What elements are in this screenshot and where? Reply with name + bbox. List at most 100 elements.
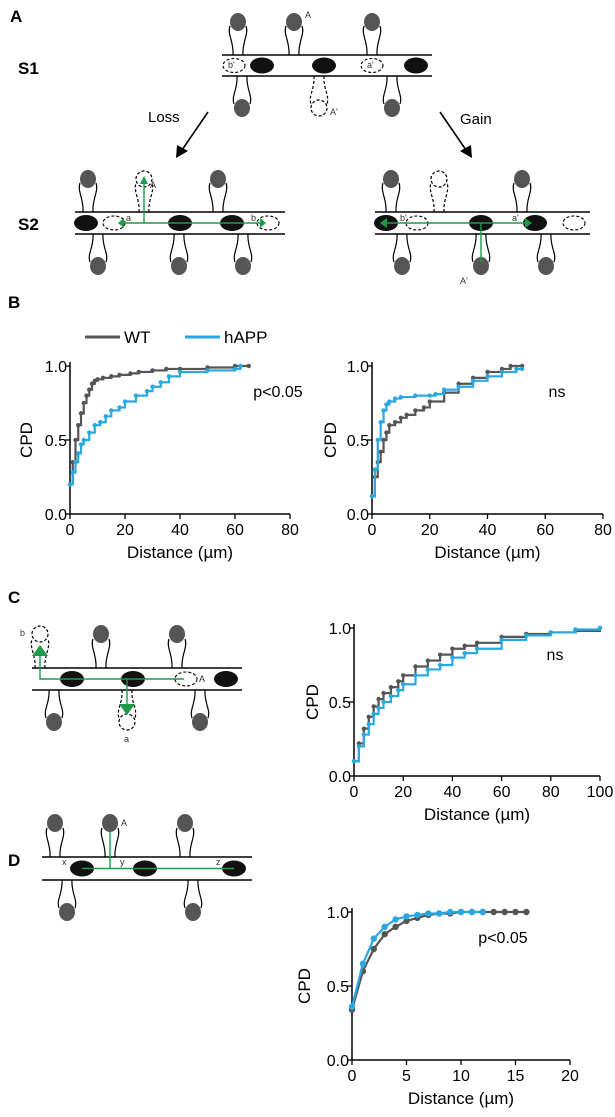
data-point bbox=[98, 420, 103, 425]
c-label-b: b bbox=[20, 628, 25, 638]
data-point bbox=[468, 908, 476, 916]
data-point bbox=[369, 494, 375, 499]
data-point bbox=[144, 388, 150, 394]
data-point bbox=[499, 369, 505, 375]
data-point bbox=[401, 673, 406, 678]
data-point bbox=[485, 374, 490, 379]
spine-top-3 bbox=[362, 13, 382, 56]
data-point bbox=[109, 374, 114, 379]
data-point bbox=[401, 682, 406, 687]
x-axis-title: Distance (µm) bbox=[408, 1089, 514, 1108]
data-point bbox=[413, 393, 418, 398]
data-point bbox=[450, 655, 455, 660]
data-point bbox=[524, 633, 529, 638]
spine-bottom-3 bbox=[382, 75, 402, 117]
data-point bbox=[371, 704, 376, 709]
data-point bbox=[372, 467, 378, 472]
data-point bbox=[462, 650, 467, 656]
data-point bbox=[89, 381, 95, 386]
data-point bbox=[84, 393, 89, 398]
y-tick-label: 0.0 bbox=[45, 507, 67, 524]
s1-dendrite-diagram: S1 A A' bbox=[18, 10, 432, 117]
x-tick-label: 80 bbox=[594, 522, 612, 539]
label-A-s2: A bbox=[150, 180, 156, 190]
x-tick-label: 20 bbox=[561, 1068, 579, 1085]
data-point bbox=[117, 372, 122, 378]
data-point bbox=[392, 420, 398, 425]
series-happ bbox=[369, 366, 525, 499]
data-point bbox=[205, 368, 210, 373]
series-wt bbox=[67, 363, 251, 487]
y-axis-title: CPD bbox=[295, 968, 314, 1004]
x-tick-label: 40 bbox=[171, 522, 189, 539]
x-tick-label: 0 bbox=[368, 522, 377, 539]
series-wt bbox=[348, 908, 530, 1013]
d-label-A: A bbox=[121, 818, 127, 828]
s2-label: S2 bbox=[18, 215, 39, 234]
x-axis-title: Distance (µm) bbox=[127, 543, 233, 562]
data-point bbox=[87, 430, 92, 435]
data-point bbox=[425, 910, 432, 917]
data-point bbox=[427, 393, 432, 398]
data-point bbox=[103, 414, 108, 419]
data-point bbox=[361, 726, 367, 731]
data-point bbox=[150, 384, 155, 389]
data-point bbox=[78, 411, 84, 416]
x-tick-label: 10 bbox=[452, 1068, 470, 1085]
label-A-prime-s2: A' bbox=[460, 276, 468, 286]
data-point bbox=[109, 408, 114, 413]
data-point bbox=[404, 412, 409, 418]
data-point bbox=[378, 449, 383, 455]
data-point bbox=[128, 371, 133, 376]
y-axis-title: CPD bbox=[303, 684, 322, 720]
x-tick-label: 20 bbox=[116, 522, 134, 539]
data-point bbox=[548, 630, 553, 635]
chart-b-right: 0 20 40 60 80 0.0 0.5 1.0 Distance (µm) CPD ns bbox=[321, 359, 612, 562]
data-point bbox=[381, 408, 386, 413]
data-point bbox=[381, 690, 386, 696]
x-tick-label: 100 bbox=[587, 784, 614, 801]
chart-c: 0 20 40 60 80 100 0.0 0.5 1.0 Distance (µm) CPD ns bbox=[303, 621, 613, 824]
data-point bbox=[388, 685, 394, 690]
data-point bbox=[164, 366, 169, 372]
data-point bbox=[523, 908, 530, 916]
stat-annotation: p<0.05 bbox=[478, 930, 527, 947]
data-point bbox=[366, 722, 371, 727]
y-tick-label: 0.5 bbox=[327, 979, 349, 996]
x-tick-label: 0 bbox=[348, 1068, 357, 1085]
data-point bbox=[166, 374, 172, 379]
x-tick-label: 20 bbox=[421, 522, 439, 539]
data-point bbox=[381, 923, 388, 930]
data-point bbox=[474, 640, 480, 645]
data-point bbox=[392, 916, 399, 923]
data-point bbox=[398, 415, 404, 420]
y-tick-label: 1.0 bbox=[45, 359, 67, 376]
x-tick-label: 40 bbox=[444, 784, 462, 801]
data-point bbox=[425, 667, 430, 672]
data-point bbox=[100, 375, 106, 381]
data-point bbox=[238, 363, 243, 369]
label-b-s2: b bbox=[251, 213, 256, 223]
data-point bbox=[122, 399, 128, 404]
x-axis-title: Distance (µm) bbox=[424, 805, 530, 824]
spine-top-2: A bbox=[284, 10, 311, 56]
x-tick-label: 80 bbox=[281, 522, 299, 539]
data-point bbox=[414, 911, 421, 919]
panel-label-b: B bbox=[8, 293, 20, 312]
data-point bbox=[396, 687, 401, 693]
data-point bbox=[232, 366, 238, 372]
d-label-x: x bbox=[62, 857, 67, 867]
x-tick-label: 15 bbox=[507, 1068, 525, 1085]
series-line bbox=[350, 910, 527, 1010]
data-point bbox=[158, 380, 163, 385]
data-point bbox=[73, 460, 78, 465]
c-label-a: a bbox=[124, 734, 129, 744]
spine-top-1 bbox=[228, 13, 248, 56]
data-point bbox=[514, 366, 519, 372]
data-point bbox=[376, 705, 381, 711]
y-tick-label: 1.0 bbox=[347, 359, 369, 376]
data-point bbox=[433, 391, 438, 397]
data-point bbox=[508, 363, 513, 369]
chart-b-left: 0 20 40 60 80 0.0 0.5 1.0 Distance (µm) CPD p<0.05 bbox=[17, 359, 303, 562]
data-point bbox=[392, 396, 398, 401]
